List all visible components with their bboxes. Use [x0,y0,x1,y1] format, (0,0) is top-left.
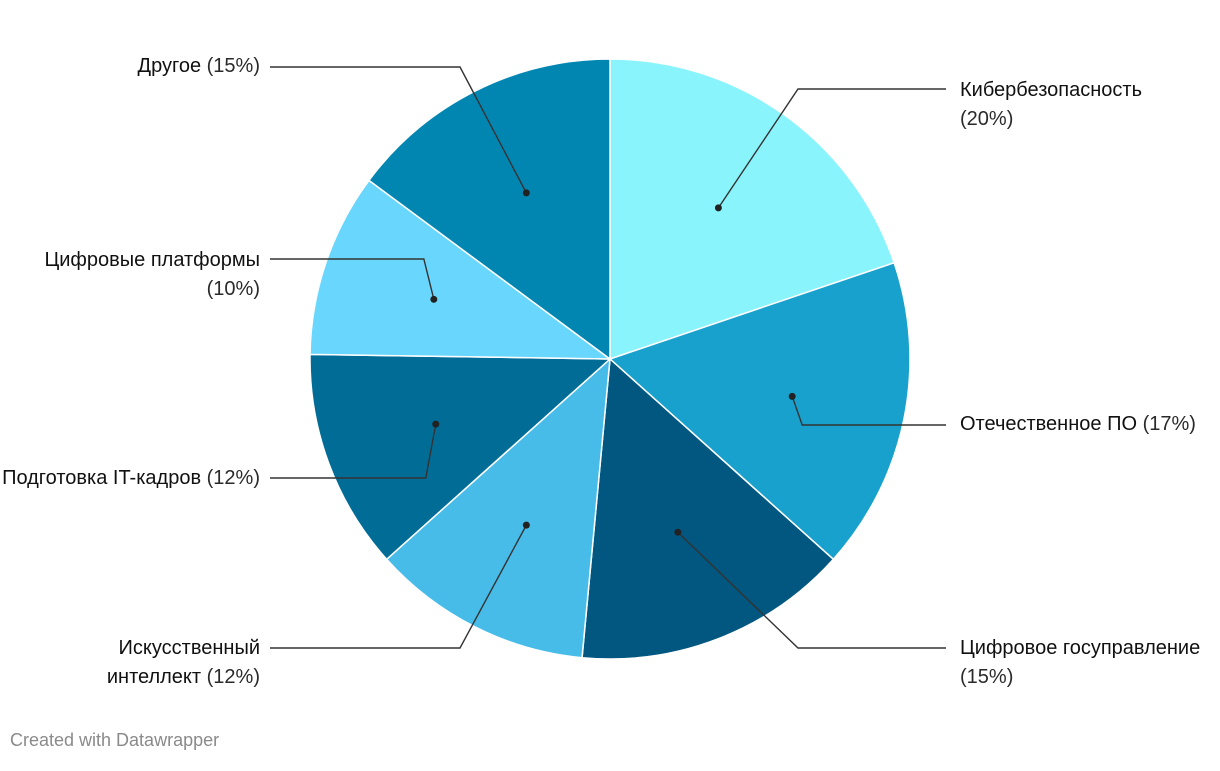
leader-line-6 [270,66,527,194]
slice-label-value: (17%) [1142,413,1196,435]
slice-label-2: Цифровое госуправление (15%) [960,634,1210,692]
pie-slice-6[interactable] [367,58,611,361]
slice-label-0: Кибербезопасность (20%) [960,76,1200,134]
slice-label-4: Подготовка IT-кадров (12%) [0,464,260,493]
slice-label-value: (15%) [206,55,260,77]
slice-label-3: Искусственный интеллект (12%) [20,634,260,692]
leader-line-4 [270,423,437,479]
leader-dot-1 [788,392,796,400]
leader-dot-2 [674,528,682,536]
slice-label-value: (20%) [960,108,1014,130]
leader-dot-6 [522,189,530,197]
leader-line-2 [677,531,946,649]
slice-label-value: (12%) [206,666,260,688]
slice-label-value: (12%) [206,467,260,489]
slice-label-value: (15%) [960,666,1014,688]
slice-label-name: Другое [137,55,202,77]
slice-label-value: (10%) [206,278,260,300]
leader-line-1 [791,396,946,426]
slice-label-name: Подготовка IT-кадров [2,467,202,489]
slice-label-1: Отечественное ПО (17%) [960,410,1200,439]
slice-label-name: Отечественное ПО [960,413,1138,435]
leader-line-0 [717,88,946,209]
slice-label-name: Кибербезопасность [960,79,1142,101]
leader-line-3 [270,524,527,649]
leader-dot-0 [714,204,722,212]
leader-dot-4 [432,420,440,428]
pie-slice-5[interactable] [309,179,613,360]
leader-dot-3 [522,521,530,529]
slice-label-name: Искусственный интеллект [106,637,260,688]
slice-label-name: Цифровое госуправление [960,637,1201,659]
slice-label-5: Цифровые платформы (10%) [40,246,260,304]
pie-slice-4[interactable] [309,353,612,561]
pie-slice-2[interactable] [581,357,835,660]
chart-credit[interactable]: Created with Datawrapper [10,730,220,750]
leader-line-5 [270,258,435,300]
slice-label-6: Другое (15%) [40,52,260,81]
pie-slice-3[interactable] [385,357,611,659]
leader-dot-5 [430,295,438,303]
slice-label-name: Цифровые платформы [44,249,260,271]
pie-slice-0[interactable] [609,58,896,361]
pie-slice-1[interactable] [608,261,911,561]
